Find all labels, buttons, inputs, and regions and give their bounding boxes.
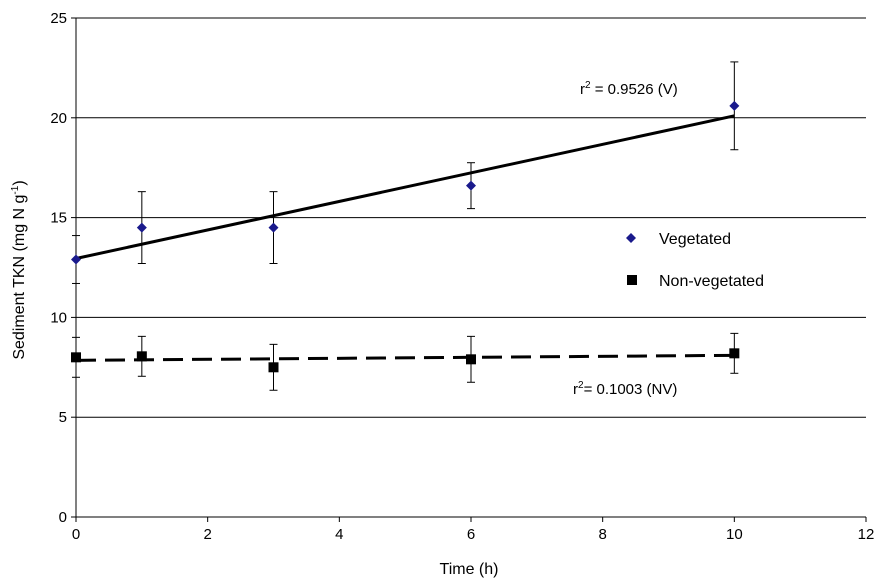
x-tick-label-2: 2 — [203, 526, 211, 543]
point-vegetated-6 — [466, 180, 476, 191]
point-non-vegetated-10 — [729, 348, 740, 359]
legend-marker-non-vegetated — [627, 275, 637, 285]
annotation-non-vegetated-r2: r2= 0.1003 (NV) — [573, 380, 677, 398]
x-tick-label-0: 0 — [72, 526, 80, 543]
x-tick-label-8: 8 — [598, 526, 606, 543]
y-tick-label-10: 10 — [50, 309, 67, 326]
y-tick-label-5: 5 — [59, 409, 67, 426]
data-points — [71, 100, 740, 373]
y-axis-title: Sediment TKN (mg N g-1) — [10, 180, 28, 359]
point-non-vegetated-0 — [71, 352, 81, 363]
x-tick-labels: 0 2 4 6 8 10 12 — [72, 526, 875, 543]
point-non-vegetated-1 — [136, 351, 147, 362]
x-tick-label-4: 4 — [335, 526, 343, 543]
y-tick-label-25: 25 — [50, 10, 67, 27]
point-vegetated-10 — [729, 100, 740, 111]
legend-label-vegetated: Vegetated — [659, 231, 731, 248]
y-axis-title-sup: -1 — [10, 185, 21, 194]
x-tick-label-10: 10 — [726, 526, 743, 543]
annotation-vegetated-r2: r2 = 0.9526 (V) — [580, 80, 678, 98]
y-axis-title-main: Sediment TKN (mg N g — [11, 195, 28, 360]
y-tick-label-20: 20 — [50, 110, 67, 127]
y-axis-title-close: ) — [11, 180, 28, 185]
point-non-vegetated-6 — [466, 354, 476, 365]
legend: Vegetated Non-vegetated — [626, 231, 764, 290]
x-axis-title: Time (h) — [440, 561, 499, 578]
y-tick-label-15: 15 — [50, 210, 67, 227]
trendline-non-vegetated — [75, 353, 735, 362]
error-bars — [72, 61, 739, 391]
trendline-vegetated — [75, 114, 735, 260]
y-tick-label-0: 0 — [59, 509, 67, 526]
legend-marker-vegetated — [626, 233, 636, 243]
y-tick-labels: 0 5 10 15 20 25 — [50, 10, 67, 526]
x-tick-label-6: 6 — [467, 526, 475, 543]
x-tick-label-12: 12 — [858, 526, 875, 543]
legend-label-non-vegetated: Non-vegetated — [659, 273, 764, 290]
axes — [71, 17, 867, 522]
point-vegetated-0 — [71, 254, 81, 265]
trend-lines — [75, 114, 735, 362]
point-vegetated-1 — [136, 222, 147, 233]
point-non-vegetated-3 — [268, 362, 279, 373]
point-vegetated-3 — [268, 222, 279, 233]
